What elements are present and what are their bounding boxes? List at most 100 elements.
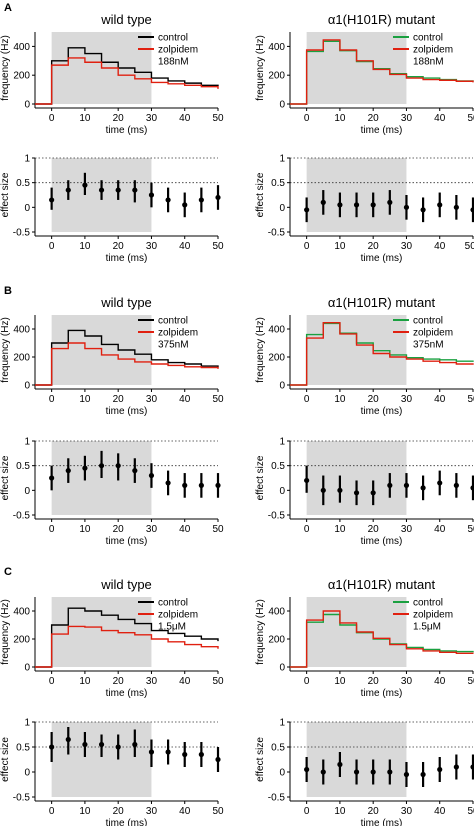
y-tick-label: 0.5 [16,743,30,754]
data-point [148,749,155,755]
y-tick-label: 0 [279,100,285,111]
x-tick-label: 10 [79,524,91,535]
x-tick-label: 20 [368,113,380,124]
y-axis-label: effect size [255,737,266,782]
x-tick-label: 50 [212,113,224,124]
data-point [148,472,155,479]
series-line-zolpidem [35,57,219,105]
x-tick-label: 10 [79,113,91,124]
y-tick-label: 1 [279,718,285,729]
x-tick-label: 50 [467,394,474,405]
data-point [304,207,310,213]
frequency-plot-a-left: 0 10 20 30 40 50 0 200 400 time (ms) frequency (Hz… [0,12,224,136]
data-point [353,769,360,775]
y-tick-label: 0 [24,100,30,111]
x-tick-label: 30 [401,394,413,405]
data-point [115,463,121,469]
x-tick-label: 40 [434,524,446,535]
frequency-plot-c-left: 0 10 20 30 40 50 0 200 400 time (ms) frequency (Hz… [0,577,224,699]
x-tick-label: 30 [401,241,413,252]
x-tick-label: 40 [434,676,446,687]
x-tick-label: 50 [212,394,224,405]
x-tick-label: 0 [304,113,310,124]
data-point [387,769,393,775]
x-tick-label: 30 [146,241,158,252]
x-tick-label: 10 [334,113,346,124]
x-tick-label: 40 [434,241,446,252]
x-axis-label: time (ms) [361,253,403,264]
x-axis-label: time (ms) [106,253,148,264]
shaded-region [306,32,407,104]
data-point [370,202,376,208]
chart-title: α1(H101R) mutant [328,12,436,27]
data-point [453,482,459,488]
legend-concentration: 188nM [413,57,444,68]
y-tick-label: -0.5 [268,511,286,522]
y-tick-label: 0 [279,768,285,779]
x-tick-label: 20 [368,806,380,817]
data-point [320,769,326,775]
x-tick-label: 30 [146,113,158,124]
x-tick-label: 40 [179,394,191,405]
y-tick-label: 1 [24,437,30,448]
data-point [370,769,376,775]
y-tick-label: 1 [279,437,285,448]
data-point [98,463,105,469]
data-point [304,477,310,484]
x-tick-label: 20 [113,524,125,535]
data-point [387,199,393,205]
chart-title: wild type [100,295,152,310]
data-point [49,475,55,481]
y-tick-label: 400 [268,607,285,618]
x-tick-label: 10 [334,394,346,405]
x-tick-label: 40 [179,806,191,817]
x-tick-label: 10 [334,806,346,817]
x-tick-label: 40 [434,113,446,124]
frequency-plot-b-left: 0 10 20 30 40 50 0 200 400 time (ms) frequency (Hz… [0,295,224,417]
series-line-zolpidem [290,610,474,668]
x-tick-label: 10 [79,241,91,252]
data-point [115,187,121,193]
y-axis-label: effect size [255,455,266,500]
effect-plot-b-left: 0 10 20 30 40 50 -0.5 0 0.5 1 time (ms) effect size [0,437,224,548]
x-tick-label: 0 [304,676,310,687]
data-point [437,766,443,773]
x-tick-label: 0 [49,394,55,405]
legend-concentration: 1.5μM [158,622,186,633]
y-tick-label: 200 [268,635,285,646]
x-tick-label: 50 [467,676,474,687]
data-point [49,197,55,203]
x-tick-label: 40 [179,524,191,535]
shaded-region [306,315,407,385]
x-axis-label: time (ms) [106,125,148,136]
data-point [115,744,121,750]
y-tick-label: 200 [268,71,285,82]
y-axis-label: frequency (Hz) [255,599,266,665]
chart-title: wild type [100,577,152,592]
x-tick-label: 30 [146,524,158,535]
data-point [82,182,88,188]
x-tick-label: 0 [49,113,55,124]
data-point [304,766,310,773]
y-tick-label: 400 [13,325,30,336]
y-tick-label: 400 [268,325,285,336]
y-axis-label: frequency (Hz) [255,317,266,383]
x-tick-label: 30 [146,394,158,405]
x-tick-label: 0 [304,394,310,405]
y-tick-label: -0.5 [268,793,286,804]
series-line-control [35,607,219,668]
legend-label: zolpidem [158,610,198,621]
chart-title: α1(H101R) mutant [328,577,436,592]
y-axis-label: frequency (Hz) [0,317,11,383]
y-tick-label: 0.5 [16,178,30,189]
data-point [165,197,171,203]
x-axis-label: time (ms) [361,536,403,547]
data-point [215,482,221,488]
y-tick-label: 0 [279,203,285,214]
effect-plot-a-left: 0 10 20 30 40 50 -0.5 0 0.5 1 time (ms) effect size [0,154,224,265]
data-point [65,468,71,474]
legend-label: control [413,33,443,44]
y-tick-label: 400 [13,607,30,618]
x-tick-label: 20 [368,676,380,687]
y-tick-label: 0 [279,486,285,497]
